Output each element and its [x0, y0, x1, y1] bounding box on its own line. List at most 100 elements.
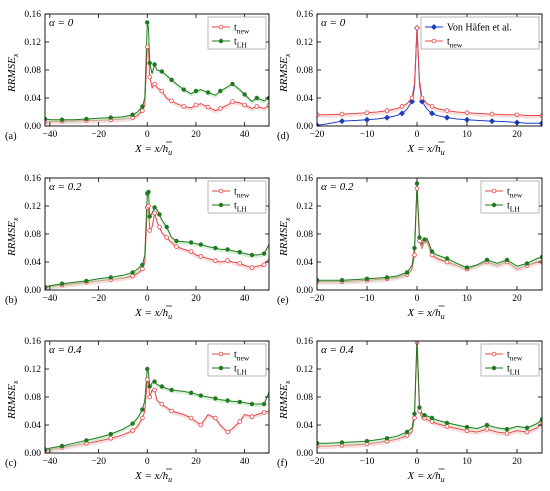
panel-label: (d) [277, 131, 290, 142]
data-point-lh [157, 212, 162, 217]
data-point-vh [317, 122, 321, 126]
data-point-lh [159, 69, 165, 74]
data-point-lh [145, 366, 150, 372]
data-point-lh [261, 251, 267, 256]
x-tick-label: 0 [145, 457, 150, 467]
data-point-new [399, 104, 405, 109]
data-point-lh [108, 431, 113, 437]
data-point-new [157, 224, 162, 230]
x-tick-label: −10 [360, 457, 375, 467]
plot-area [317, 181, 542, 285]
data-point-lh [242, 92, 247, 97]
x-tick-label: −20 [310, 130, 325, 140]
chart-panel-f: 0.00 0.04 0.08 0.12 0.16 −20 −10 0 10 20 RRMSEx X =… [277, 337, 543, 484]
data-point-new [249, 265, 255, 270]
data-point-new [384, 108, 390, 113]
y-axis-label: RRMSEx [6, 217, 20, 257]
data-point-lh [364, 438, 370, 444]
data-point-vh [443, 114, 451, 121]
legend-marker-lh [218, 38, 224, 44]
data-point-new [409, 95, 415, 101]
y-tick-label: 0.04 [296, 94, 313, 104]
data-point-new [198, 422, 204, 428]
chart-panel-d: 0.00 0.04 0.08 0.12 0.16 −20 −10 0 10 20 RRMSEx X =… [277, 10, 543, 157]
panel-label: (a) [5, 131, 17, 142]
legend-marker-lh [218, 202, 224, 208]
alpha-annotation: α = 0 [321, 17, 346, 29]
legend-label: tLH [234, 364, 247, 377]
data-point-lh [504, 257, 510, 263]
data-point-new [169, 408, 174, 414]
y-tick-label: 0.00 [24, 449, 41, 459]
x-tick-label: 20 [191, 457, 201, 467]
data-point-lh [429, 249, 435, 254]
data-point-vh [338, 118, 346, 125]
legend-marker-lh [218, 365, 224, 371]
data-point-lh [417, 405, 422, 410]
legend-label: tnew [234, 187, 250, 200]
data-point-new [188, 249, 194, 254]
data-point-lh [464, 265, 470, 270]
data-point-lh [230, 81, 235, 87]
legend-marker-new [218, 351, 224, 357]
data-point-new [237, 261, 243, 266]
data-point-lh [429, 415, 435, 421]
data-point-lh [422, 237, 427, 242]
data-point-lh [524, 261, 530, 266]
data-point-lh [146, 189, 151, 195]
data-point-lh [261, 401, 267, 407]
series-band-lh [45, 192, 269, 290]
y-axis-label: RRMSEx [278, 53, 292, 93]
x-tick-label: 40 [240, 294, 250, 304]
chart-panel-a: 0.00 0.04 0.08 0.12 0.16 −40 −20 0 20 40 RRMSEx X =… [5, 10, 270, 157]
data-point-lh [59, 443, 65, 449]
x-axis-label: X = x/hu [407, 470, 445, 484]
y-tick-label: 0.12 [24, 365, 41, 375]
y-tick-label: 0.04 [24, 258, 41, 268]
data-point-lh [140, 262, 145, 267]
plot-area [45, 366, 269, 453]
data-point-lh [159, 384, 165, 389]
y-tick-label: 0.12 [296, 202, 313, 212]
data-point-lh [213, 396, 218, 401]
data-point-new [169, 98, 174, 104]
data-point-lh [45, 285, 48, 290]
legend-box [420, 16, 540, 50]
legend-label: tnew [447, 37, 463, 50]
x-tick-label: −20 [310, 294, 325, 304]
data-point-new [152, 81, 157, 87]
data-point-new [174, 244, 179, 249]
data-point-lh [174, 238, 179, 244]
x-tick-label: −40 [42, 130, 57, 140]
panel-label: (c) [5, 458, 17, 469]
x-tick-label: 40 [240, 130, 250, 140]
data-point-new [159, 401, 165, 407]
data-point-new [147, 74, 152, 80]
y-tick-label: 0.00 [24, 122, 41, 132]
plot-area [45, 189, 269, 290]
data-point-new [414, 25, 420, 31]
data-point-lh [339, 440, 345, 445]
data-point-lh [169, 387, 174, 393]
x-tick-label: −20 [91, 130, 106, 140]
data-point-new [261, 410, 267, 415]
data-point-new [218, 106, 223, 111]
data-point-vh [383, 114, 391, 121]
legend-marker-lh [491, 365, 497, 371]
x-tick-label: 20 [512, 294, 522, 304]
data-point-lh [384, 436, 390, 441]
data-point-lh [108, 275, 113, 280]
y-tick-label: 0.12 [24, 202, 41, 212]
series-line-lh [45, 368, 269, 450]
data-point-vh [463, 116, 471, 123]
data-point-lh [237, 250, 242, 255]
data-point-lh [188, 390, 194, 395]
panel-label: (e) [277, 295, 289, 306]
x-tick-label: −20 [310, 457, 325, 467]
data-point-new [164, 235, 170, 240]
legend-label: Von Häfen et al. [447, 23, 512, 34]
data-point-new [504, 431, 510, 436]
data-point-lh [169, 77, 174, 83]
legend-marker-new [218, 24, 224, 30]
